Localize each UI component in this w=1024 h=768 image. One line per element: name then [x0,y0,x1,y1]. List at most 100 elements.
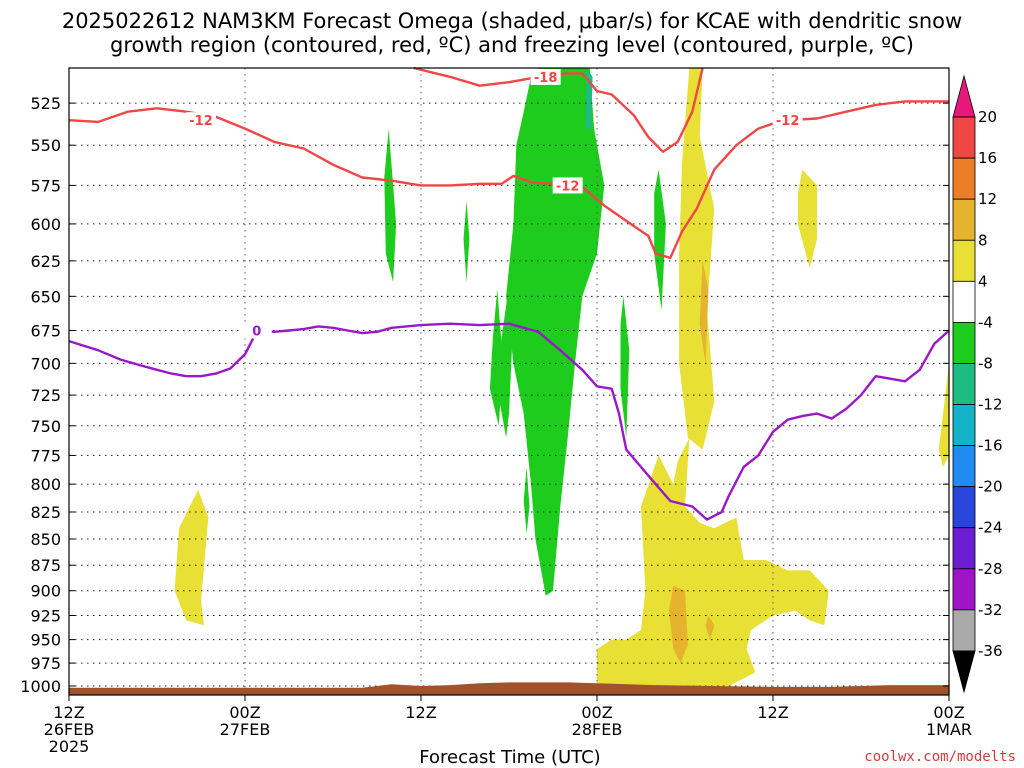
y-tick-label: 850 [30,530,61,549]
dendritic-label-background [186,112,216,129]
x-tick-label: 00Z [933,703,964,722]
colorbar-label: -32 [978,601,1003,619]
colorbar: 20 16 12 8 4 -4 -8 -12 -16 -20 -24 -28 -32 -36 [952,74,1003,694]
freezing-label-background [241,322,272,339]
shade-green-main-column [506,68,605,596]
colorbar-band [952,404,976,446]
colorbar-band [952,609,976,652]
y-tick-label: 675 [30,321,61,340]
shade-green-streak-27z [463,201,470,283]
y-tick-label: 550 [30,136,61,155]
colorbar-band [952,363,976,405]
colorbar-band [952,486,976,529]
credit-text: coolwx.com/modelts [864,749,1016,765]
y-tick-label: 775 [30,446,61,465]
colorbar-label: 4 [978,272,988,290]
y-tick-label: 725 [30,386,61,405]
shade-green-streak-22z [384,128,397,283]
chart-title-line2: growth region (contoured, red, ºC) and f… [110,33,914,57]
shade-green-column-left-edge [497,253,514,438]
freezing-contour-line [68,322,950,521]
colorbar-label: -16 [978,437,1003,455]
shade-yellow-tall-column [679,68,715,450]
dendritic-contour-label: -12 [189,114,213,129]
x-tick-label: 00Z [229,703,260,722]
colorbar-label: 20 [978,108,997,126]
colorbar-label: 12 [978,190,997,208]
shade-yellow-right-edge-blob [938,363,949,467]
grid [69,68,949,695]
x-tick-label: 28FEB [572,720,623,739]
y-tick-label: 700 [30,354,61,373]
y-axis: 525 550 575 600 625 650 675 700 725 750 775 800 825 8… [20,94,949,696]
terrain [69,682,949,695]
dendritic-label-background [772,112,803,129]
y-tick-label: 800 [30,475,61,494]
y-tick-label: 825 [30,503,61,522]
x-tick-label: 26FEB [44,720,95,739]
shade-green-streak-31z [523,467,530,534]
omega-shading [174,68,949,694]
y-tick-label: 575 [30,176,61,195]
contours: -12 -18 -12 -12 0 [68,66,950,521]
chart-title-line1: 2025022612 NAM3KM Forecast Omega (shaded… [62,9,962,33]
y-tick-label: 750 [30,417,61,436]
x-tick-label: 12Z [405,703,436,722]
colorbar-label: -8 [978,354,993,372]
y-tick-label: 600 [30,215,61,234]
colorbar-band [952,445,976,488]
shade-green-streak-38z [620,296,630,438]
colorbar-label: -12 [978,396,1003,414]
colorbar-band [952,321,976,364]
shade-yellow-left-blob [174,489,209,626]
x-tick-label: 1MAR [926,720,972,739]
dendritic-contour-label: -12 [776,114,800,129]
colorbar-label: -28 [978,560,1003,578]
colorbar-label: -4 [978,313,993,331]
colorbar-label: -36 [978,642,1003,660]
y-tick-label: 1000 [20,677,61,696]
y-tick-label: 950 [30,631,61,650]
freezing-contour-label: 0 [252,324,261,339]
x-axis-title: Forecast Time (UTC) [419,747,600,768]
x-tick-label: 12Z [53,703,84,722]
x-tick-label: 2025 [49,737,90,756]
dendritic-contour-label: -18 [534,71,558,86]
colorbar-label: -20 [978,478,1003,496]
y-tick-label: 525 [30,94,61,113]
y-tick-label: 925 [30,606,61,625]
y-tick-label: 650 [30,287,61,306]
colorbar-band [952,198,976,241]
colorbar-band-bottom-triangle [952,650,976,694]
plot-frame [68,67,950,696]
colorbar-label: 16 [978,149,997,167]
colorbar-label: -24 [978,519,1003,537]
terrain-fill [69,682,949,695]
y-tick-label: 875 [30,556,61,575]
y-tick-label: 625 [30,252,61,271]
y-tick-label: 975 [30,654,61,673]
colorbar-band [952,116,976,159]
colorbar-band [952,527,976,570]
colorbar-band [952,280,976,323]
colorbar-band [952,568,976,611]
dendritic-label-background [530,68,561,85]
dendritic-contour-line [413,66,704,154]
dendritic-contour-label: -12 [556,179,580,194]
shade-orange-streak-43z [699,260,709,364]
colorbar-label: 8 [978,231,988,249]
shade-orange-lower-blob [668,585,688,664]
x-tick-label: 00Z [581,703,612,722]
x-tick-label: 12Z [757,703,788,722]
y-tick-label: 900 [30,582,61,601]
x-tick-label: 27FEB [220,720,271,739]
shade-yellow-lower-region [597,437,829,694]
shade-green-streak-40z [654,169,666,311]
shade-orange-small-blob [705,615,715,640]
shade-yellow-right-blob [797,169,817,269]
dendritic-label-background [552,177,583,194]
colorbar-band [952,157,976,200]
colorbar-band [952,239,976,282]
